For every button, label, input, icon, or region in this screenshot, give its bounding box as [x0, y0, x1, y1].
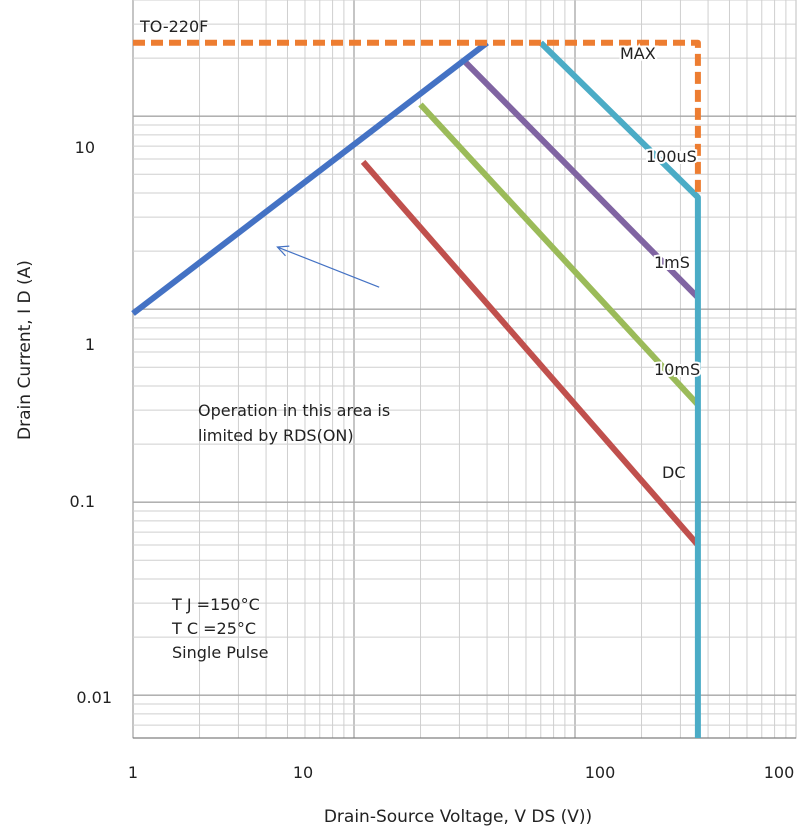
plot-area — [132, 0, 797, 739]
series-label-10ms: 10mS — [654, 360, 700, 379]
rds-note-line-1: Operation in this area is — [198, 401, 390, 420]
x-tick-label: 10 — [293, 763, 313, 782]
package-label: TO-220F — [139, 17, 208, 36]
series-label-1ms: 1mS — [654, 253, 690, 272]
annotations — [276, 245, 380, 288]
series-label-dc: DC — [662, 463, 686, 482]
grid — [132, 0, 797, 739]
x-tick-label: 100 — [585, 763, 616, 782]
y-tick-label: 0.01 — [76, 688, 112, 707]
series-line-max — [133, 39, 701, 198]
series-line-10ms — [418, 102, 701, 407]
series-line-100us — [538, 40, 701, 738]
series-line-1ms — [463, 60, 701, 300]
y-tick-label: 1 — [85, 335, 95, 354]
rds-note-line-2: limited by RDS(ON) — [198, 426, 354, 445]
condition-tj: T J =150°C — [171, 595, 260, 614]
y-tick-label: 10 — [75, 138, 95, 157]
condition-pulse: Single Pulse — [172, 643, 268, 662]
y-tick-label: 0.1 — [70, 492, 95, 511]
series-line-dc — [360, 159, 701, 547]
annotation-arrow-head — [276, 245, 290, 257]
series-label-100us: 100uS — [646, 147, 697, 166]
series-label-max: MAX — [620, 44, 656, 63]
series-line-rds-on — [131, 40, 489, 316]
annotation-arrow — [277, 246, 380, 288]
x-axis-title: Drain-Source Voltage, V DS (V)) — [324, 807, 592, 827]
condition-tc: T C =25°C — [171, 619, 256, 638]
series-lines — [131, 39, 701, 738]
y-axis-title: Drain Current, I D (A) — [15, 260, 35, 440]
x-tick-label: 1 — [128, 763, 138, 782]
x-tick-label: 100 — [764, 763, 795, 782]
